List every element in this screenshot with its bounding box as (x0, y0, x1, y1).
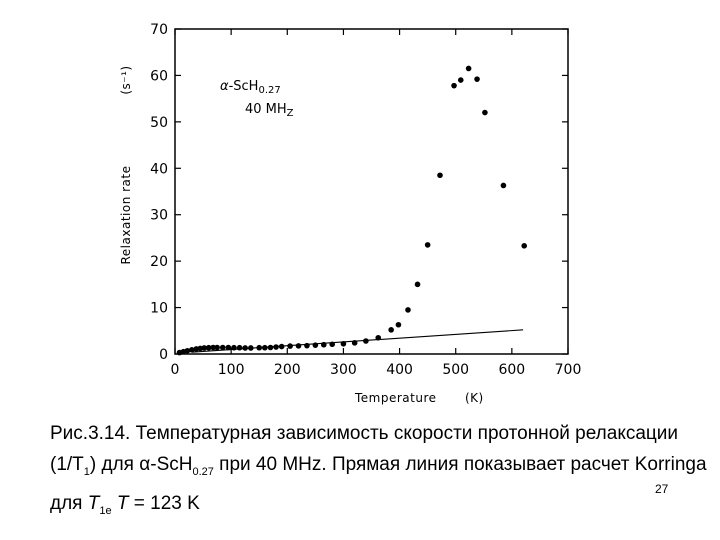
data-point (267, 344, 274, 351)
x-tick-label: 200 (274, 362, 301, 378)
data-point (262, 344, 268, 351)
data-point (210, 344, 216, 351)
data-point (320, 341, 327, 348)
x-tick-label: 400 (386, 362, 413, 378)
x-tick-label: 100 (218, 362, 245, 378)
data-point (375, 334, 382, 341)
relaxation-chart: 0 100 200 300 400 500 600 700 0 10 20 30 40 50 60 70 Te… (119, 22, 581, 405)
data-point (424, 242, 431, 248)
x-tick-label: 600 (498, 362, 525, 378)
x-tick-label: 0 (171, 362, 180, 378)
caption-sub-3: 1e (99, 504, 112, 517)
data-point (457, 77, 464, 83)
data-point (201, 345, 207, 351)
caption-sub-2: 0.27 (192, 465, 214, 478)
y-axis-unit: (s⁻¹) (119, 65, 133, 94)
y-tick-label: 20 (150, 254, 168, 270)
y-tick-label: 0 (159, 347, 168, 363)
data-point (395, 321, 402, 328)
data-point (225, 344, 232, 351)
data-point (214, 344, 220, 351)
x-axis-label: Temperature (354, 391, 437, 405)
x-tick-label: 300 (330, 362, 357, 378)
y-tick-label: 30 (150, 208, 168, 224)
y-tick-label: 50 (150, 115, 168, 131)
caption-text-1: Рис.3.14. Температурная зависимость скор… (50, 423, 679, 475)
data-point (351, 340, 358, 346)
data-point (340, 340, 347, 347)
data-point (219, 344, 226, 351)
caption-text-2: ) для (89, 454, 140, 475)
x-axis-unit: (K) (465, 391, 484, 405)
y-tick-label: 10 (150, 301, 168, 317)
annotation-line-1: α-ScH0.27 (220, 79, 281, 96)
data-point (482, 109, 488, 116)
y-tick-label: 70 (150, 22, 168, 38)
data-point (273, 344, 279, 350)
chart-ticks: 0 100 200 300 400 500 600 700 0 10 20 30 40 50 60 70 (150, 22, 581, 378)
caption-alpha: α (139, 454, 151, 475)
data-point (247, 345, 254, 351)
data-point (500, 182, 507, 189)
data-point (304, 342, 310, 349)
caption-text-6: = 123 K (128, 492, 200, 514)
data-point (451, 82, 457, 89)
caption-text-3: -ScH (150, 454, 193, 475)
caption-T1e: T (87, 492, 100, 514)
data-point (363, 338, 369, 344)
caption-sub-1: 1 (83, 465, 90, 478)
data-point (312, 342, 319, 348)
data-point (465, 65, 472, 72)
plot-frame (174, 28, 569, 355)
data-point (278, 343, 285, 350)
y-axis-label: Relaxation rate (119, 166, 133, 265)
y-tick-label: 40 (150, 161, 168, 177)
x-tick-label: 500 (442, 362, 469, 378)
caption-T: T (116, 492, 129, 514)
y-tick-label: 60 (150, 68, 168, 84)
data-point (437, 172, 443, 179)
data-point (242, 345, 248, 351)
data-point (405, 307, 411, 313)
data-point (205, 344, 212, 351)
x-tick-label: 700 (555, 362, 582, 378)
data-point (184, 347, 191, 354)
data-point (236, 344, 243, 351)
data-point (414, 281, 421, 288)
data-point (287, 343, 293, 349)
data-point (231, 344, 237, 351)
caption-text-4: при 40 MHz. Прямая линия показывает расч… (50, 454, 707, 514)
data-points (176, 65, 528, 356)
chart-axes (174, 28, 569, 355)
page-number: 27 (655, 482, 669, 496)
data-point (388, 327, 394, 333)
data-point (329, 341, 336, 348)
data-point (189, 347, 195, 353)
data-point (256, 344, 263, 351)
data-point (521, 243, 528, 249)
annotation-line-2: 40 MHZ (245, 102, 294, 119)
figure-caption: Рис.3.14. Температурная зависимость скор… (50, 418, 710, 527)
data-point (295, 343, 302, 349)
data-point (474, 76, 480, 82)
